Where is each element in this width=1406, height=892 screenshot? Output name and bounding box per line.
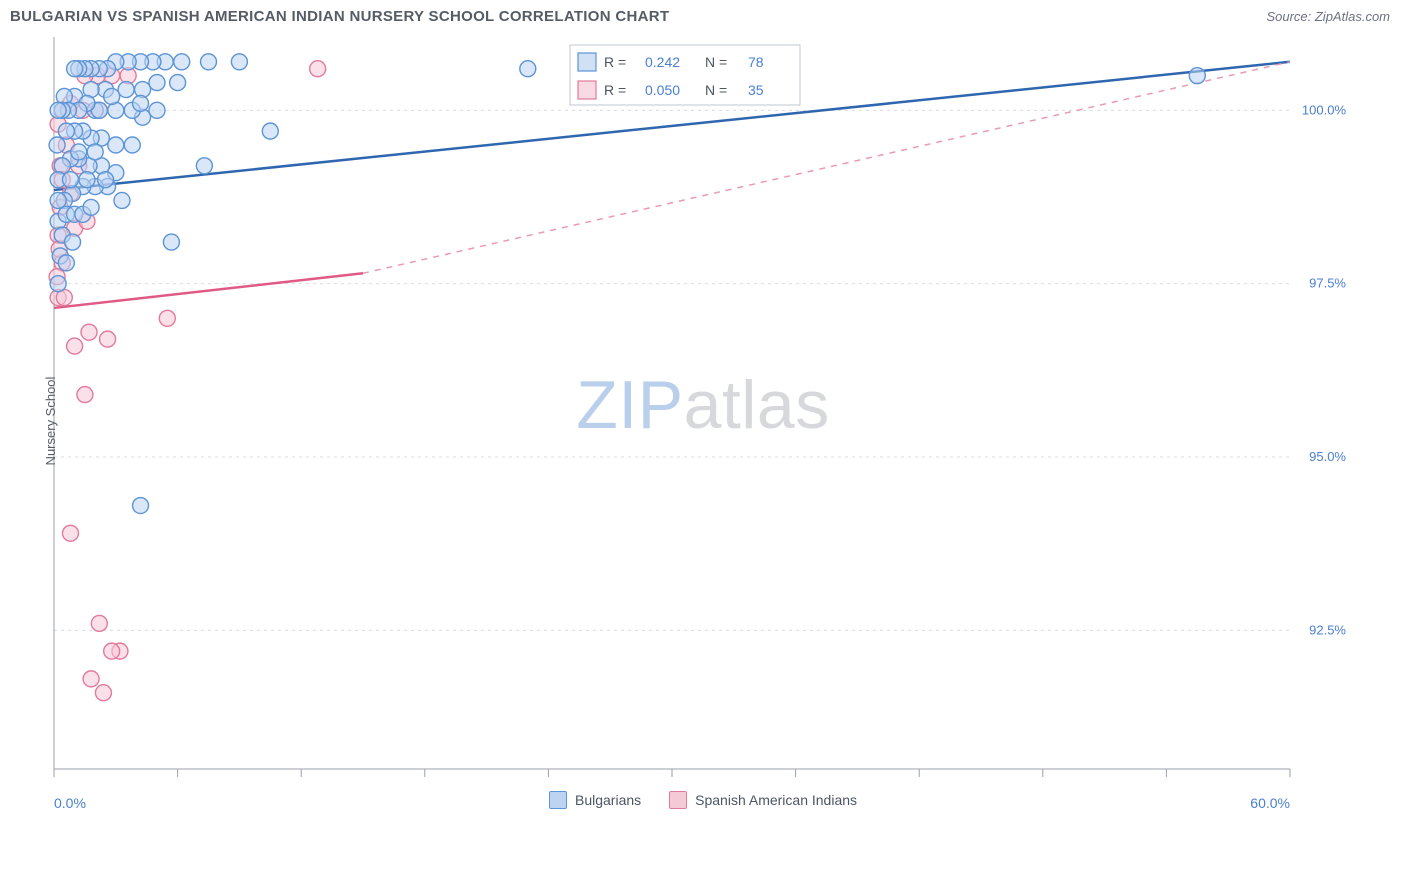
svg-text:78: 78 bbox=[748, 54, 764, 70]
y-axis-label: Nursery School bbox=[43, 377, 58, 466]
scatter-point bbox=[81, 324, 97, 340]
scatter-point bbox=[50, 276, 66, 292]
chart-container: Nursery School 100.0% 97.5% 95.0% 92.5% R = 0… bbox=[10, 31, 1396, 811]
legend-swatch bbox=[669, 791, 687, 809]
scatter-point bbox=[520, 61, 536, 77]
legend-bottom: Bulgarians Spanish American Indians bbox=[10, 791, 1396, 809]
svg-text:35: 35 bbox=[748, 82, 764, 98]
scatter-point bbox=[124, 137, 140, 153]
scatter-point bbox=[149, 75, 165, 91]
scatter-point bbox=[58, 255, 74, 271]
legend-label: Spanish American Indians bbox=[695, 792, 857, 808]
scatter-point bbox=[170, 75, 186, 91]
legend-label: Bulgarians bbox=[575, 792, 641, 808]
y-tick-label: 97.5% bbox=[1309, 276, 1346, 291]
scatter-point bbox=[91, 615, 107, 631]
chart-title: BULGARIAN VS SPANISH AMERICAN INDIAN NUR… bbox=[10, 8, 669, 25]
scatter-point bbox=[83, 199, 99, 215]
scatter-point bbox=[65, 234, 81, 250]
legend-item: Spanish American Indians bbox=[669, 791, 857, 809]
scatter-point bbox=[58, 123, 74, 139]
scatter-point bbox=[79, 172, 95, 188]
svg-text:N =: N = bbox=[705, 54, 727, 70]
y-tick-label: 95.0% bbox=[1309, 449, 1346, 464]
scatter-point bbox=[231, 54, 247, 70]
scatter-point bbox=[1189, 68, 1205, 84]
trend-line-spanish-dashed bbox=[363, 62, 1290, 273]
scatter-point bbox=[62, 525, 78, 541]
svg-text:0.242: 0.242 bbox=[645, 54, 680, 70]
scatter-point bbox=[50, 102, 66, 118]
scatter-point bbox=[77, 387, 93, 403]
scatter-point bbox=[108, 137, 124, 153]
scatter-point bbox=[310, 61, 326, 77]
scatter-point bbox=[133, 95, 149, 111]
scatter-point bbox=[104, 88, 120, 104]
scatter-point bbox=[95, 685, 111, 701]
scatter-point bbox=[174, 54, 190, 70]
trend-line-spanish-solid bbox=[54, 273, 363, 308]
scatter-point bbox=[118, 82, 134, 98]
scatter-point bbox=[67, 338, 83, 354]
scatter-point bbox=[262, 123, 278, 139]
svg-text:N =: N = bbox=[705, 82, 727, 98]
svg-text:R =: R = bbox=[604, 54, 626, 70]
scatter-point bbox=[133, 498, 149, 514]
scatter-point bbox=[159, 310, 175, 326]
legend-swatch bbox=[549, 791, 567, 809]
y-tick-label: 92.5% bbox=[1309, 622, 1346, 637]
scatter-point bbox=[149, 102, 165, 118]
scatter-point bbox=[163, 234, 179, 250]
scatter-point bbox=[71, 144, 87, 160]
svg-text:0.050: 0.050 bbox=[645, 82, 680, 98]
scatter-point bbox=[87, 144, 103, 160]
scatter-point bbox=[100, 331, 116, 347]
legend-item: Bulgarians bbox=[549, 791, 641, 809]
stats-legend: R = 0.242 N = 78 R = 0.050 N = 35 bbox=[570, 45, 800, 105]
source-attribution: Source: ZipAtlas.com bbox=[1266, 9, 1390, 24]
scatter-point bbox=[104, 643, 120, 659]
scatter-point bbox=[83, 671, 99, 687]
scatter-point bbox=[49, 137, 65, 153]
scatter-point bbox=[67, 61, 83, 77]
scatter-point bbox=[114, 192, 130, 208]
scatter-point bbox=[62, 172, 78, 188]
scatter-point bbox=[98, 172, 114, 188]
svg-text:R =: R = bbox=[604, 82, 626, 98]
y-tick-label: 100.0% bbox=[1302, 102, 1347, 117]
scatter-point bbox=[196, 158, 212, 174]
scatter-point bbox=[201, 54, 217, 70]
scatter-chart: 100.0% 97.5% 95.0% 92.5% R = 0.242 N = 78 R = 0.0… bbox=[10, 31, 1350, 811]
